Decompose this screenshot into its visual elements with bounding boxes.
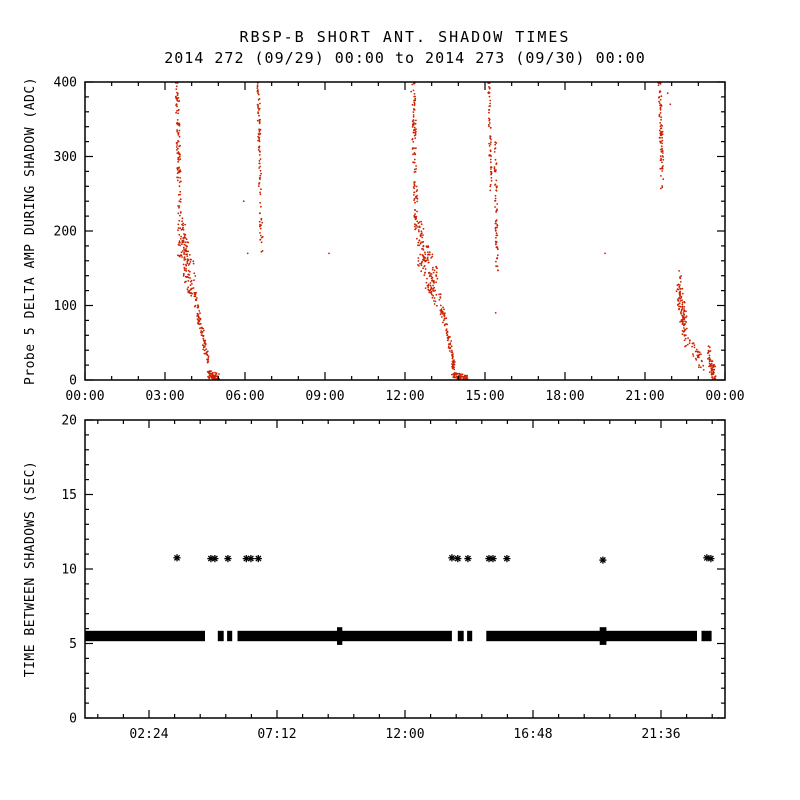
scatter-points — [85, 554, 715, 645]
panel-top: 00:00 03:00 06:00 09:00 12:00 15:00 18:00 21:00… — [54, 76, 745, 405]
y-tick-label: 400 — [54, 76, 77, 91]
y-tick-label: 300 — [54, 150, 77, 165]
x-tick-label: 15:00 — [465, 389, 504, 404]
x-tick-label: 16:48 — [513, 727, 552, 742]
bottom-y-axis-label: TIME BETWEEN SHADOWS (SEC) — [23, 461, 38, 678]
x-tick-label: 21:00 — [625, 389, 664, 404]
panels-group: 00:00 03:00 06:00 09:00 12:00 15:00 18:00 21:00… — [54, 76, 745, 743]
chart-subtitle: 2014 272 (09/29) 00:00 to 2014 273 (09/3… — [164, 49, 645, 67]
x-tick-label: 07:12 — [257, 727, 296, 742]
axes: 02:24 07:12 12:00 16:48 21:36 0 5 10 15 20 — [61, 414, 726, 742]
y-tick-label: 0 — [69, 712, 77, 727]
chart-title: RBSP-B SHORT ANT. SHADOW TIMES — [240, 28, 571, 46]
x-tick-label: 09:00 — [305, 389, 344, 404]
x-tick-label: 00:00 — [65, 389, 104, 404]
y-tick-label: 5 — [69, 637, 77, 652]
x-tick-label: 18:00 — [545, 389, 584, 404]
x-tick-label: 00:00 — [705, 389, 744, 404]
y-tick-label: 15 — [61, 488, 77, 503]
top-y-axis-label: Probe 5 DELTA AMP DURING SHADOW (ADC) — [23, 77, 38, 385]
x-tick-label: 12:00 — [385, 727, 424, 742]
y-tick-label: 100 — [54, 299, 77, 314]
x-tick-label: 12:00 — [385, 389, 424, 404]
axes: 00:00 03:00 06:00 09:00 12:00 15:00 18:00 21:00… — [54, 76, 745, 405]
x-tick-label: 03:00 — [145, 389, 184, 404]
y-tick-label: 20 — [61, 414, 77, 429]
x-tick-label: 21:36 — [641, 727, 680, 742]
y-tick-label: 0 — [69, 374, 77, 389]
panel-bottom: 02:24 07:12 12:00 16:48 21:36 0 5 10 15 20 — [61, 414, 726, 742]
y-tick-label: 200 — [54, 225, 77, 240]
x-tick-label: 02:24 — [129, 727, 168, 742]
scatter-points — [174, 82, 717, 380]
x-tick-label: 06:00 — [225, 389, 264, 404]
y-tick-label: 10 — [61, 563, 77, 578]
